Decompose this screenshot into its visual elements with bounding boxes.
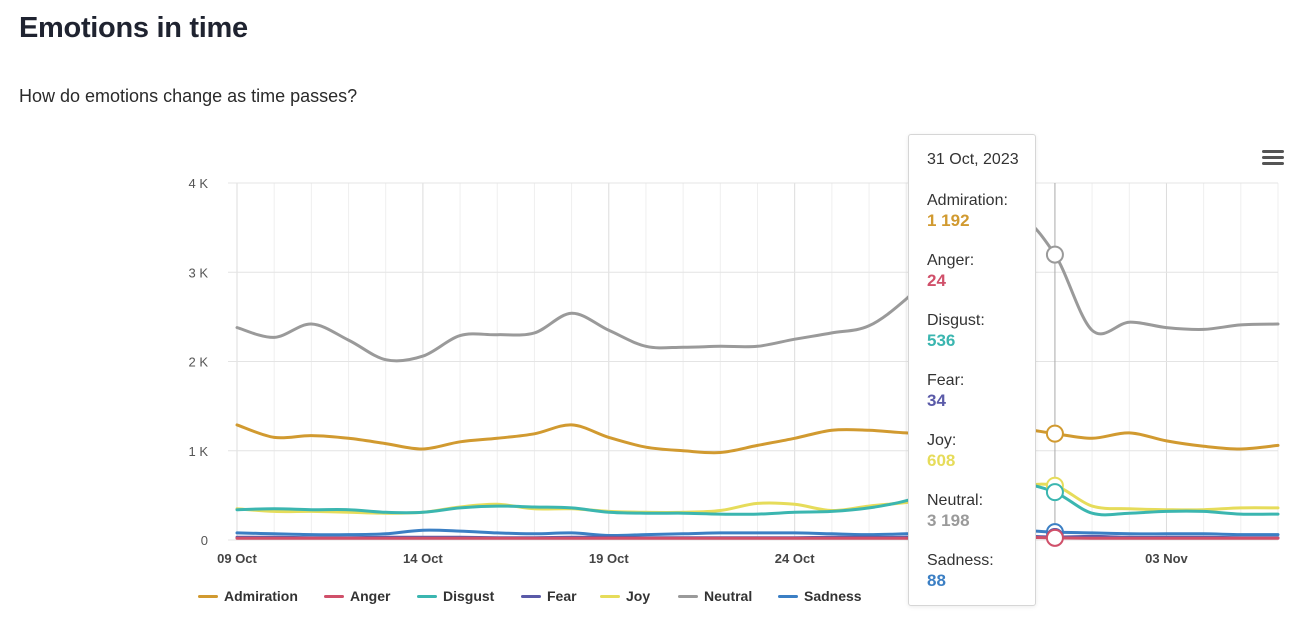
y-tick-label: 2 K <box>188 355 208 370</box>
legend-label: Disgust <box>443 588 495 604</box>
menu-bar <box>1262 156 1284 159</box>
legend-item-admiration[interactable]: Admiration <box>198 588 298 604</box>
y-tick-label: 3 K <box>188 265 208 280</box>
x-tick-label: 19 Oct <box>589 551 629 566</box>
tooltip-item: Fear: 34 <box>927 371 964 411</box>
chart-menu-icon[interactable] <box>1262 150 1284 168</box>
tooltip-item: Neutral: 3 198 <box>927 491 983 531</box>
legend-label: Fear <box>547 588 577 604</box>
legend-label: Neutral <box>704 588 753 604</box>
tooltip-item: Anger: 24 <box>927 251 974 291</box>
tooltip-item-value: 24 <box>927 271 946 290</box>
x-tick-label: 24 Oct <box>775 551 815 566</box>
page-title: Emotions in time <box>19 12 248 44</box>
legend-swatch <box>678 594 698 598</box>
hover-marker-disgust <box>1045 483 1064 502</box>
x-tick-label: 14 Oct <box>403 551 443 566</box>
tooltip-item-value: 3 198 <box>927 511 970 530</box>
tooltip-date: 31 Oct, 2023 <box>927 151 1019 168</box>
legend-swatch <box>198 594 218 598</box>
y-tick-label: 1 K <box>188 444 208 459</box>
series-line-neutral <box>235 217 1280 363</box>
tooltip-item-label: Joy: <box>927 432 957 449</box>
legend-swatch <box>778 594 798 598</box>
series-line-sadness <box>235 528 1280 538</box>
tooltip-item-label: Sadness: <box>927 552 994 569</box>
legend-item-joy[interactable]: Joy <box>600 588 650 604</box>
y-tick-label: 4 K <box>188 176 208 191</box>
x-tick-label: 09 Oct <box>217 551 257 566</box>
hover-marker-anger <box>1045 528 1064 547</box>
series-line-disgust <box>235 480 1280 517</box>
tooltip-item-label: Fear: <box>927 372 965 389</box>
legend-item-neutral[interactable]: Neutral <box>678 588 752 604</box>
legend-label: Joy <box>626 588 651 604</box>
legend-label: Anger <box>350 588 391 604</box>
menu-bar <box>1262 162 1284 165</box>
y-tick-label: 0 <box>201 533 208 548</box>
tooltip-item-value: 34 <box>927 391 946 410</box>
legend-item-sadness[interactable]: Sadness <box>778 588 862 604</box>
tooltip-item: Joy: 608 <box>927 431 956 471</box>
legend-swatch <box>417 594 437 598</box>
legend-item-anger[interactable]: Anger <box>324 588 390 604</box>
tooltip-item-label: Anger: <box>927 252 975 269</box>
legend-item-disgust[interactable]: Disgust <box>417 588 494 604</box>
legend-swatch <box>521 594 541 598</box>
hover-marker-neutral <box>1045 245 1064 264</box>
tooltip-item: Admiration: 1 192 <box>927 191 1008 231</box>
tooltip-item: Sadness: 88 <box>927 551 994 591</box>
chart-tooltip: 31 Oct, 2023 Admiration: 1 192 Anger: 24 Dis… <box>908 134 1036 606</box>
legend-swatch <box>324 594 344 598</box>
legend-label: Admiration <box>224 588 298 604</box>
tooltip-item: Disgust: 536 <box>927 311 985 351</box>
series-line-anger <box>235 535 1280 540</box>
legend-item-fear[interactable]: Fear <box>521 588 577 604</box>
legend-swatch <box>600 594 620 598</box>
tooltip-item-label: Neutral: <box>927 492 984 509</box>
hover-marker-admiration <box>1045 424 1064 443</box>
tooltip-item-label: Admiration: <box>927 192 1008 209</box>
legend-label: Sadness <box>804 588 862 604</box>
tooltip-item-value: 1 192 <box>927 211 970 230</box>
tooltip-item-value: 608 <box>927 451 956 470</box>
series-line-admiration <box>235 423 1280 455</box>
tooltip-item-value: 536 <box>927 331 956 350</box>
tooltip-item-value: 88 <box>927 571 946 590</box>
tooltip-item-label: Disgust: <box>927 312 985 329</box>
menu-bar <box>1262 150 1284 153</box>
x-tick-label: 03 Nov <box>1145 551 1188 566</box>
page-subtitle: How do emotions change as time passes? <box>19 86 358 106</box>
